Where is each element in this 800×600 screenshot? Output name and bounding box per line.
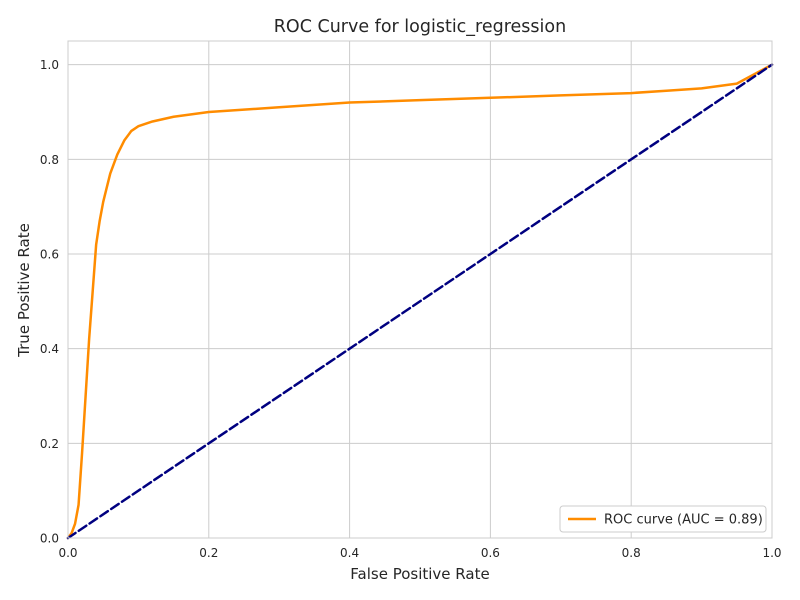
chance-diagonal-line bbox=[66, 63, 774, 540]
y-tick-label: 0.8 bbox=[40, 153, 59, 167]
x-tick-label: 0.6 bbox=[481, 546, 500, 560]
series-layer bbox=[66, 63, 774, 540]
x-tick-label: 0.4 bbox=[340, 546, 359, 560]
y-tick-label: 0.2 bbox=[40, 437, 59, 451]
roc-curve-line bbox=[66, 63, 774, 540]
legend: ROC curve (AUC = 0.89) bbox=[559, 505, 767, 533]
plot-frame bbox=[67, 40, 773, 539]
y-tick-labels: 0.0 0.2 0.4 0.6 0.8 1.0 bbox=[40, 58, 59, 545]
y-tick-label: 0.0 bbox=[40, 532, 59, 546]
plot-background bbox=[68, 41, 772, 538]
y-axis-title: True Positive Rate bbox=[15, 223, 33, 358]
y-tick-label: 1.0 bbox=[40, 58, 59, 72]
x-tick-labels: 0.0 0.2 0.4 0.6 0.8 1.0 bbox=[58, 546, 781, 560]
x-tick-label: 0.0 bbox=[58, 546, 77, 560]
legend-box bbox=[559, 505, 767, 533]
x-tick-label: 0.2 bbox=[199, 546, 218, 560]
y-tick-label: 0.6 bbox=[40, 248, 59, 262]
grid-lines bbox=[67, 41, 773, 539]
legend-label-roc: ROC curve (AUC = 0.89) bbox=[604, 513, 763, 528]
x-tick-label: 0.8 bbox=[622, 546, 641, 560]
y-tick-label: 0.4 bbox=[40, 342, 59, 356]
x-tick-label: 1.0 bbox=[762, 546, 781, 560]
chart-title: ROC Curve for logistic_regression bbox=[274, 17, 566, 37]
x-axis-title: False Positive Rate bbox=[350, 565, 489, 583]
